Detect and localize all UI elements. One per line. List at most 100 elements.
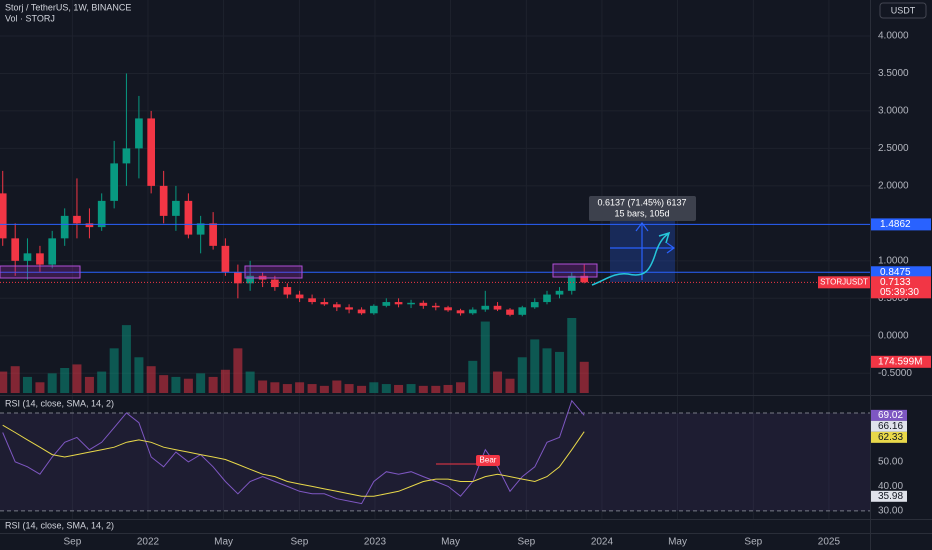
rsi-value-label: 69.02 xyxy=(878,410,903,421)
rsi-value-label: 35.98 xyxy=(878,491,903,502)
candle-body xyxy=(493,305,502,310)
measure-arrow-head xyxy=(666,242,676,254)
level-label: 0.8475 xyxy=(880,267,911,278)
volume-bar xyxy=(406,384,416,393)
volume-bar xyxy=(22,376,32,393)
candle-body xyxy=(196,223,205,235)
volume-bar xyxy=(505,378,515,393)
volume-pane xyxy=(0,317,589,393)
candle-body xyxy=(543,294,551,303)
zone-box xyxy=(244,265,303,279)
candle-body xyxy=(110,163,119,201)
y-tick-label: 3.5000 xyxy=(878,68,909,79)
last-price-label: 0.7133 xyxy=(880,277,911,288)
x-tick-label: Sep xyxy=(290,537,308,548)
candle-body xyxy=(283,287,292,295)
annotation-text: Bear xyxy=(480,456,497,465)
y-tick-label: 40.00 xyxy=(878,481,903,492)
volume-bar xyxy=(456,382,466,393)
x-tick-label: May xyxy=(441,537,460,548)
candle-body xyxy=(382,302,391,306)
x-tick-label: 2022 xyxy=(137,537,160,548)
volume-bar xyxy=(258,380,268,393)
candle-body xyxy=(308,298,316,303)
rsi-value-label: 66.16 xyxy=(878,421,903,432)
volume-bar xyxy=(121,325,131,393)
currency-button[interactable] xyxy=(879,2,927,19)
symbol-tag: STORJUSDT xyxy=(820,277,868,286)
volume-bar xyxy=(97,371,107,393)
volume-bar xyxy=(307,384,317,393)
volume-bar xyxy=(369,382,379,393)
rsi-pane: Bear xyxy=(0,399,870,512)
volume-bar xyxy=(0,371,8,393)
candle-body xyxy=(0,193,7,239)
volume-bar xyxy=(60,367,70,393)
volume-bar xyxy=(134,357,144,393)
volume-bar xyxy=(443,384,453,393)
volume-bar xyxy=(220,369,230,393)
volume-bar xyxy=(47,373,57,393)
x-tick-label: Sep xyxy=(64,537,82,548)
y-tick-label: 0.0000 xyxy=(878,330,909,341)
candle-body xyxy=(36,253,44,265)
volume-bar xyxy=(567,317,577,393)
currency-button-label[interactable]: USDT xyxy=(891,5,916,15)
volume-bar xyxy=(183,378,193,393)
candle-body xyxy=(246,275,254,284)
volume-bar xyxy=(517,357,527,393)
candle-body xyxy=(555,290,564,295)
y-tick-label: 30.00 xyxy=(878,506,903,517)
projection-path xyxy=(591,233,669,286)
volume-bar xyxy=(72,364,82,393)
countdown-label: 05:39:30 xyxy=(880,287,919,298)
volume-bar xyxy=(357,385,367,393)
y-tick-label: 1.0000 xyxy=(878,255,909,266)
candle-body xyxy=(580,275,589,283)
x-tick-label: May xyxy=(668,537,687,548)
x-tick-label: May xyxy=(214,537,233,548)
axes: Sep 2022 May Sep 2023 May Sep 2024 May Sep 2025 -0.… xyxy=(64,31,931,548)
y-tick-label: 2.0000 xyxy=(878,181,909,192)
level-label: 1.4862 xyxy=(880,219,911,230)
volume-bar xyxy=(332,380,342,393)
candle-body xyxy=(332,304,341,308)
candle-body xyxy=(122,148,131,164)
candle-body xyxy=(295,294,304,299)
volume-label-box xyxy=(871,355,931,368)
volume-bar xyxy=(554,351,564,393)
y-tick-label: 4.0000 xyxy=(878,31,909,42)
symbol-tag-box xyxy=(818,276,870,289)
candle-body xyxy=(184,200,193,235)
y-tick-label: 2.5000 xyxy=(878,143,909,154)
volume-bar xyxy=(208,376,218,393)
candle-body xyxy=(48,238,57,265)
volume-bar xyxy=(196,373,206,393)
candle-body xyxy=(209,223,217,246)
volume-bar xyxy=(295,382,305,393)
volume-bar xyxy=(109,348,119,393)
candle-body xyxy=(444,307,452,311)
candle-body xyxy=(407,302,415,305)
price-pane xyxy=(0,73,870,317)
candle-body xyxy=(506,309,514,315)
candle-body xyxy=(456,310,465,314)
x-tick-label: Sep xyxy=(517,537,535,548)
measure-arrow-head xyxy=(635,222,649,232)
candle-body xyxy=(530,302,539,308)
level-label-box xyxy=(871,218,931,231)
zone-box xyxy=(0,265,81,279)
candle-body xyxy=(221,245,230,273)
volume-bar xyxy=(579,361,589,393)
volume-bar xyxy=(245,371,255,393)
candle-body xyxy=(518,307,527,315)
rsi-value-label: 62.33 xyxy=(878,432,903,443)
volume-bar xyxy=(480,321,490,393)
y-tick-label: -0.5000 xyxy=(878,368,912,379)
candle-body xyxy=(234,272,242,284)
level-label-box xyxy=(871,266,931,279)
candle-body xyxy=(567,275,576,291)
x-tick-label: 2025 xyxy=(818,537,841,548)
candle-body xyxy=(481,305,490,310)
